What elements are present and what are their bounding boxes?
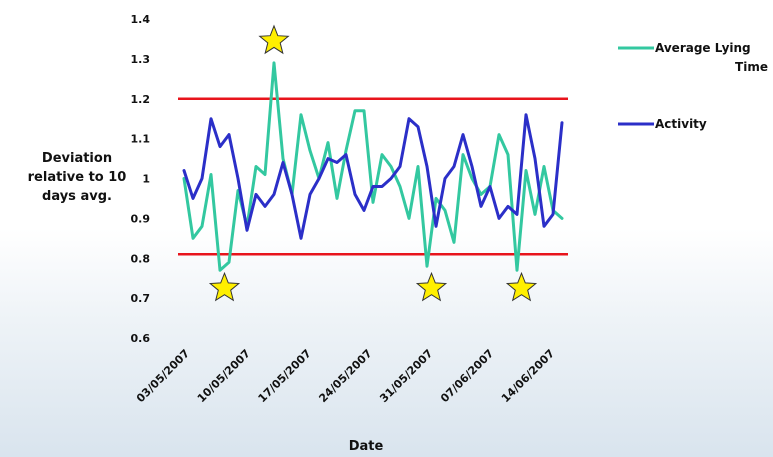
y-tick-label: 1.3 xyxy=(131,53,151,66)
y-tick-label: 1.1 xyxy=(131,133,151,146)
x-axis-title: Date xyxy=(349,439,384,454)
y-axis-title: Deviation relative to 10 days avg. xyxy=(28,151,127,204)
star-marker xyxy=(505,271,538,302)
star-marker xyxy=(415,271,448,302)
x-tick-label: 14/06/2007 xyxy=(499,347,557,405)
x-tick-label: 31/05/2007 xyxy=(377,347,435,405)
series-line xyxy=(182,61,564,272)
x-tick-label: 17/05/2007 xyxy=(256,347,314,405)
threshold-lines xyxy=(178,97,568,256)
legend: Average Lying Time Activity xyxy=(618,41,768,131)
y-axis-title-line: days avg. xyxy=(42,189,112,204)
y-tick-label: 0.6 xyxy=(131,332,151,345)
legend-label: Activity xyxy=(655,117,707,131)
y-tick-label: 0.8 xyxy=(131,252,151,265)
y-axis-title-line: Deviation xyxy=(42,151,112,166)
series-lines xyxy=(182,61,564,272)
x-tick-label: 10/05/2007 xyxy=(195,347,253,405)
x-tick-label: 03/05/2007 xyxy=(134,347,192,405)
star-marker xyxy=(208,271,241,302)
y-tick-label: 0.7 xyxy=(131,292,151,305)
legend-label: Average Lying Time xyxy=(655,41,768,74)
star-marker xyxy=(258,24,290,55)
y-axis-title-line: relative to 10 xyxy=(28,170,127,185)
y-tick-label: 1.4 xyxy=(131,13,151,26)
y-tick-label: 1.2 xyxy=(131,93,151,106)
star-markers xyxy=(208,24,538,302)
series-line xyxy=(182,113,564,240)
x-tick-label: 07/06/2007 xyxy=(438,347,496,405)
y-tick-labels: 0.6 0.7 0.8 0.9 1 1.1 1.2 1.3 1.4 xyxy=(131,13,151,345)
y-tick-label: 1 xyxy=(142,173,150,186)
x-tick-label: 24/05/2007 xyxy=(316,347,374,405)
y-tick-label: 0.9 xyxy=(131,212,151,225)
x-tick-labels: 03/05/2007 10/05/2007 17/05/2007 24/05/2007… xyxy=(134,347,557,405)
